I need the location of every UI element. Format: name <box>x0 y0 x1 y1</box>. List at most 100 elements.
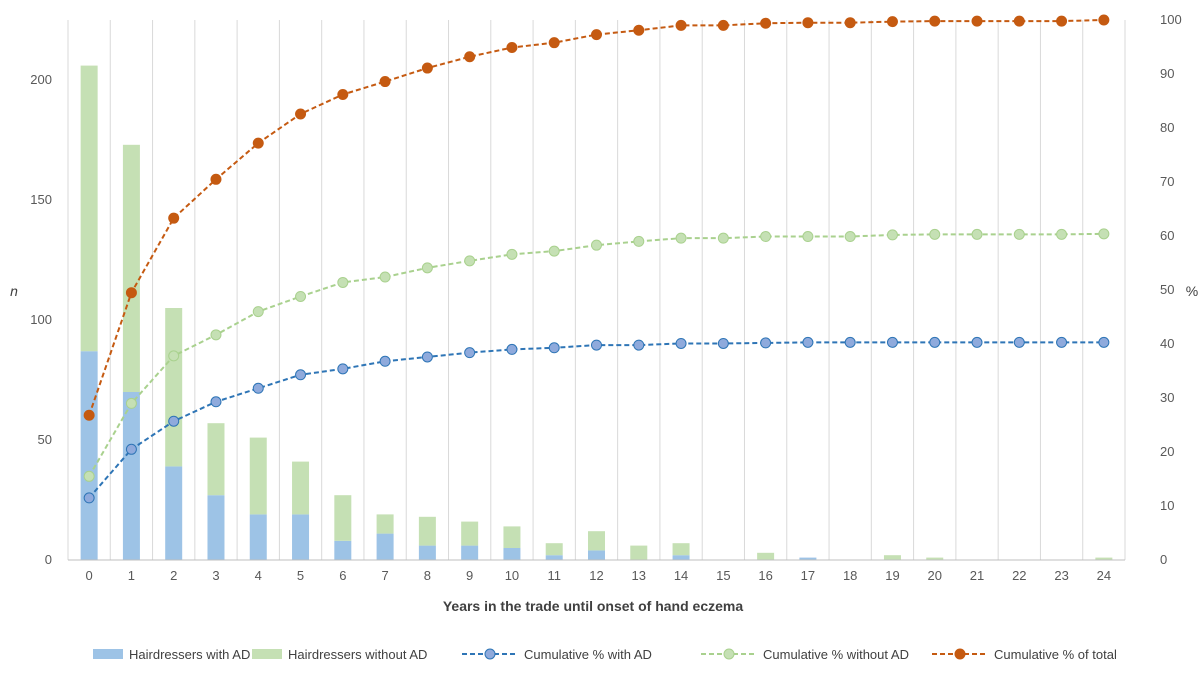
series-point <box>421 351 433 363</box>
y2-axis-title: % <box>1186 283 1198 299</box>
bar <box>418 545 436 560</box>
series-point <box>802 231 814 243</box>
series-point <box>252 137 264 149</box>
series-point <box>506 42 518 54</box>
bar <box>588 550 605 560</box>
bars <box>80 65 1113 560</box>
y2-tick-label: 20 <box>1160 444 1174 459</box>
legend-label: Cumulative % with AD <box>524 647 652 662</box>
series-point <box>675 232 687 244</box>
y2-tick-label: 10 <box>1160 498 1174 513</box>
x-tick-label: 22 <box>1012 568 1026 583</box>
series-point <box>295 108 307 120</box>
series-point <box>886 16 898 28</box>
bar <box>926 557 944 560</box>
legend-marker <box>954 648 966 660</box>
series-point <box>252 306 264 318</box>
series-point <box>591 29 602 41</box>
series-point <box>886 229 898 241</box>
y2-tick-label: 90 <box>1160 66 1174 81</box>
bar <box>122 392 140 560</box>
series-point <box>379 355 391 367</box>
series-point <box>675 337 687 349</box>
x-tick-label: 24 <box>1097 568 1111 583</box>
series-point <box>548 342 560 354</box>
bar <box>1095 557 1113 560</box>
bar <box>249 514 267 560</box>
legend-label: Hairdressers without AD <box>288 647 427 662</box>
series-point <box>760 231 772 243</box>
series-point <box>464 255 476 267</box>
series-line <box>88 232 1104 477</box>
legend-label: Cumulative % without AD <box>763 647 909 662</box>
series-point <box>760 17 772 29</box>
x-tick-label: 1 <box>128 568 135 583</box>
series-point <box>802 17 814 29</box>
x-tick-label: 17 <box>801 568 815 583</box>
series-point <box>379 271 391 283</box>
series-point <box>929 15 941 27</box>
bar <box>122 144 140 392</box>
bar <box>883 555 901 560</box>
legend-swatch <box>252 649 282 659</box>
bar <box>503 526 521 548</box>
series-point <box>1098 336 1110 348</box>
bar <box>165 308 183 467</box>
bar <box>799 557 817 560</box>
y2-tick-label: 100 <box>1160 12 1182 27</box>
bar <box>630 545 648 560</box>
series-point <box>210 329 222 341</box>
series-point <box>717 337 729 349</box>
bar <box>207 495 225 560</box>
legend-swatch <box>93 649 123 659</box>
series-point <box>168 212 180 224</box>
y2-tick-label: 40 <box>1160 336 1174 351</box>
series-point <box>633 339 645 351</box>
bar <box>588 531 605 551</box>
series-point <box>168 350 180 362</box>
bar <box>672 555 690 560</box>
bar <box>207 423 225 496</box>
y2-tick-label: 70 <box>1160 174 1174 189</box>
series-point <box>633 24 645 36</box>
series-point <box>844 17 856 29</box>
bar <box>757 552 775 560</box>
series-point <box>1013 336 1025 348</box>
y2-tick-label: 0 <box>1160 552 1167 567</box>
x-tick-label: 9 <box>466 568 473 583</box>
series-line <box>88 19 1104 416</box>
series-point <box>760 337 772 349</box>
bar <box>80 65 98 352</box>
y-tick-label: 0 <box>45 552 52 567</box>
series-point <box>252 382 264 394</box>
series-point <box>83 409 95 421</box>
bar <box>334 495 352 541</box>
series-point <box>1056 15 1068 27</box>
series-point <box>548 37 560 49</box>
bar <box>461 521 479 546</box>
y2-tick-label: 80 <box>1160 120 1174 135</box>
series-point <box>971 15 983 27</box>
bar <box>292 514 310 560</box>
x-tick-label: 23 <box>1054 568 1068 583</box>
bar <box>461 545 479 560</box>
x-tick-label: 14 <box>674 568 688 583</box>
series-point <box>337 363 349 375</box>
series-line <box>88 341 1104 499</box>
series-point <box>844 336 856 348</box>
series-point <box>591 339 602 351</box>
series-point <box>83 470 95 482</box>
bar <box>545 555 563 560</box>
legend-marker <box>723 648 735 660</box>
series-point <box>1013 228 1025 240</box>
x-tick-label: 21 <box>970 568 984 583</box>
bar <box>503 548 521 560</box>
x-tick-label: 12 <box>589 568 603 583</box>
x-tick-label: 8 <box>424 568 431 583</box>
series-point <box>929 228 941 240</box>
series-point <box>1098 228 1110 240</box>
series-point <box>464 51 476 63</box>
bar <box>292 461 310 515</box>
series-point <box>886 336 898 348</box>
